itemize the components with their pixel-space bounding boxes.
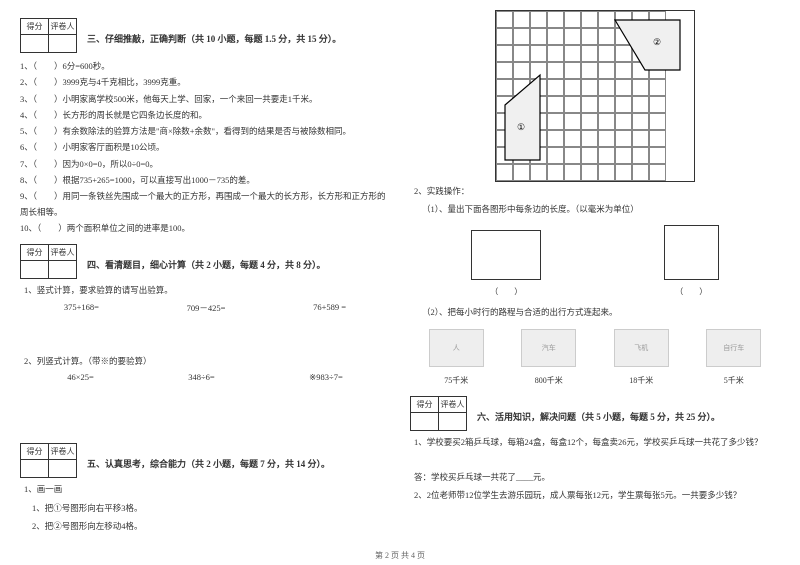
grader-label: 评卷人: [439, 397, 467, 413]
score-cell: [21, 460, 49, 478]
calc-6: ※983÷7=: [309, 372, 343, 383]
paren-1: （ ）: [471, 286, 541, 297]
transport-4: 自行车 5千米: [706, 329, 761, 386]
plane-icon: 飞机: [614, 329, 669, 367]
q3-10: 10、（ ）两个面积单位之间的进率是100。: [20, 221, 390, 236]
q3-8: 8、（ ）根据735+265=1000，可以直接写出1000－735的差。: [20, 173, 390, 188]
s5-a: 1、把①号图形向右平移3格。: [32, 501, 390, 515]
km-2: 800千米: [521, 375, 576, 386]
grid-shapes: ② ①: [495, 10, 695, 180]
box-2: （ ）: [664, 225, 719, 297]
grader-cell: [49, 35, 77, 53]
q3-9: 9、（ ）用同一条铁丝先围成一个最大的正方形，再围成一个最大的长方形，长方形和正…: [20, 189, 390, 220]
transport-3: 飞机 18千米: [614, 329, 669, 386]
s6-ans1: 答：学校买乒乓球一共花了____元。: [414, 470, 780, 484]
rect-2: [664, 225, 719, 280]
shape-1-label: ①: [517, 122, 525, 132]
q3-6: 6、（ ）小明家客厅面积是10公顷。: [20, 140, 390, 155]
section-6-title: 六、活用知识，解决问题（共 5 小题，每题 5 分，共 25 分）。: [477, 410, 720, 423]
q3-2: 2、（ ）3999克与4千克相比，3999克重。: [20, 75, 390, 90]
score-label: 得分: [21, 245, 49, 261]
score-box-4: 得分评卷人 四、看清题目，细心计算（共 2 小题，每题 4 分，共 8 分）。: [20, 244, 390, 279]
person-icon: 人: [429, 329, 484, 367]
measure-boxes: （ ） （ ）: [410, 225, 780, 297]
q3-1: 1、（ ）6分=600秒。: [20, 59, 390, 74]
right-column: ② ① 2、实践操作： （1）、量出下面各图形中每条边的长度。（以毫米为单位） …: [410, 10, 780, 530]
grader-cell: [439, 413, 467, 431]
score-table: 得分评卷人: [20, 244, 77, 279]
score-table: 得分评卷人: [20, 443, 77, 478]
score-cell: [21, 35, 49, 53]
q3-3: 3、（ ）小明家离学校500米，他每天上学、回家，一个来回一共要走1千米。: [20, 92, 390, 107]
bike-icon: 自行车: [706, 329, 761, 367]
car-icon: 汽车: [521, 329, 576, 367]
grader-label: 评卷人: [49, 444, 77, 460]
calc-1: 375+168=: [64, 302, 99, 314]
box-1: （ ）: [471, 230, 541, 297]
practice-label: 2、实践操作：: [414, 184, 780, 198]
km-1: 75千米: [429, 375, 484, 386]
s6-q2: 2、2位老师带12位学生去游乐园玩，成人票每张12元，学生票每张5元。一共要多少…: [414, 488, 780, 502]
grader-label: 评卷人: [49, 19, 77, 35]
s5-b: 2、把②号图形向左移动4格。: [32, 519, 390, 533]
paren-2: （ ）: [664, 286, 719, 297]
calc-row-2: 46×25= 348÷6= ※983÷7=: [20, 372, 390, 383]
calc-2: 709－425=: [187, 302, 226, 314]
grader-cell: [49, 261, 77, 279]
page-footer: 第 2 页 共 4 页: [0, 550, 800, 561]
score-label: 得分: [21, 444, 49, 460]
s4-sub2: 2、列竖式计算。（带※的要验算）: [24, 354, 390, 368]
s4-sub1: 1、竖式计算，要求验算的请写出验算。: [24, 283, 390, 297]
score-label: 得分: [411, 397, 439, 413]
s6-q1: 1、学校要买2箱乒乓球，每箱24盒，每盒12个，每盒卖26元，学校买乒乓球一共花…: [414, 435, 780, 449]
grid-figure: ② ①: [495, 10, 695, 180]
score-table: 得分评卷人: [20, 18, 77, 53]
score-box-6: 得分评卷人 六、活用知识，解决问题（共 5 小题，每题 5 分，共 25 分）。: [410, 396, 780, 431]
km-4: 5千米: [706, 375, 761, 386]
rect-1: [471, 230, 541, 280]
practice-q2: （2）、把每小时行的路程与合适的出行方式连起来。: [422, 305, 780, 319]
section-5-title: 五、认真思考，综合能力（共 2 小题，每题 7 分，共 14 分）。: [87, 457, 330, 470]
score-cell: [411, 413, 439, 431]
shape-2-label: ②: [653, 37, 661, 47]
q3-4: 4、（ ）长方形的周长就是它四条边长度的和。: [20, 108, 390, 123]
calc-3: 76+589 =: [313, 302, 346, 314]
score-table: 得分评卷人: [410, 396, 467, 431]
calc-4: 46×25=: [67, 372, 94, 383]
calc-5: 348÷6=: [188, 372, 214, 383]
score-box-5: 得分评卷人 五、认真思考，综合能力（共 2 小题，每题 7 分，共 14 分）。: [20, 443, 390, 478]
calc-row-1: 375+168= 709－425= 76+589 =: [20, 302, 390, 314]
score-label: 得分: [21, 19, 49, 35]
left-column: 得分评卷人 三、仔细推敲，正确判断（共 10 小题，每题 1.5 分，共 15 …: [20, 10, 390, 530]
section-4-title: 四、看清题目，细心计算（共 2 小题，每题 4 分，共 8 分）。: [87, 258, 326, 271]
practice-q1: （1）、量出下面各图形中每条边的长度。（以毫米为单位）: [422, 202, 780, 216]
transport-2: 汽车 800千米: [521, 329, 576, 386]
grader-cell: [49, 460, 77, 478]
score-box-3: 得分评卷人 三、仔细推敲，正确判断（共 10 小题，每题 1.5 分，共 15 …: [20, 18, 390, 53]
score-cell: [21, 261, 49, 279]
km-3: 18千米: [614, 375, 669, 386]
transport-1: 人 75千米: [429, 329, 484, 386]
s5-sub1: 1、画一画: [24, 482, 390, 496]
q3-7: 7、（ ）因为0×0=0，所以0÷0=0。: [20, 157, 390, 172]
q3-5: 5、（ ）有余数除法的验算方法是"商×除数+余数"，看得到的结果是否与被除数相同…: [20, 124, 390, 139]
section-3-title: 三、仔细推敲，正确判断（共 10 小题，每题 1.5 分，共 15 分）。: [87, 32, 341, 45]
transport-row: 人 75千米 汽车 800千米 飞机 18千米 自行车 5千米: [410, 329, 780, 386]
section-3-items: 1、（ ）6分=600秒。 2、（ ）3999克与4千克相比，3999克重。 3…: [20, 59, 390, 236]
grader-label: 评卷人: [49, 245, 77, 261]
